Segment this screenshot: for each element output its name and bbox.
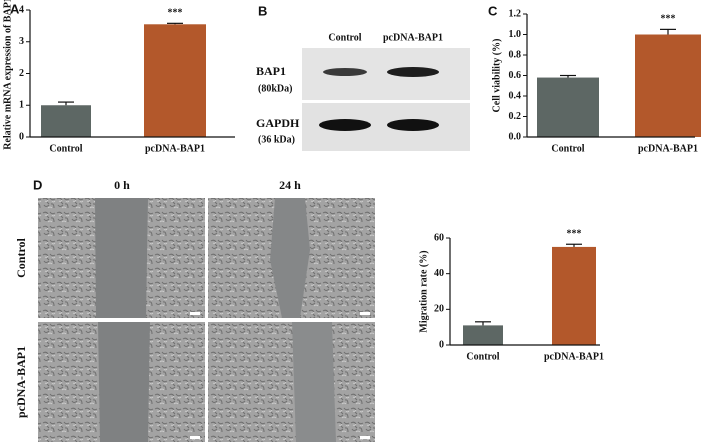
annotation: *** [661,14,676,25]
blot-band [323,68,367,76]
scale-bar [190,436,200,439]
blot-column: Control [328,32,361,43]
blot-row: GAPDH [256,116,300,130]
bar [144,24,206,138]
blot-row: BAP1 [256,64,286,78]
panel-label: D [33,177,42,192]
y-axis-label: Cell viability (%) [491,39,502,113]
x-tick-label: pcDNA-BAP1 [638,143,698,154]
y-tick-label: 60 [434,232,444,243]
scale-bar [360,312,370,315]
wound-row: pcDNA-BAP1 [14,346,28,418]
y-tick-label: 1 [19,100,24,111]
wound-gap [270,198,310,318]
y-tick-label: 0.6 [509,70,522,81]
wound-panel: 0 h 24 h Control pcDNA-BAP1 [14,178,375,442]
x-tick-label: Control [551,143,584,154]
y-axis-label: Relative mRNA expression of BAP1 [2,0,13,150]
scale-bar [190,312,200,315]
y-tick-label: 0.0 [509,131,522,142]
x-tick-label: Control [49,143,82,154]
y-tick-label: 3 [19,36,24,47]
y-tick-label: 40 [434,268,444,279]
wound-column: 24 h [279,178,301,192]
x-tick-label: pcDNA-BAP1 [544,351,604,362]
x-tick-label: Control [466,351,499,362]
blot-size: (36 kDa) [258,134,295,145]
blot-size: (80kDa) [258,83,292,94]
bar [537,77,599,137]
x-tick-label: pcDNA-BAP1 [145,143,205,154]
y-tick-label: 0 [439,339,444,350]
blot-band [387,119,439,131]
wound-gap [95,198,148,318]
bar [552,246,596,345]
bar [635,34,701,137]
wound-gap [292,322,336,442]
wound-row: Control [14,237,28,277]
y-tick-label: 0.2 [509,111,522,122]
wound-column: 0 h [114,178,130,192]
y-tick-label: 1.0 [509,29,522,40]
wound-image [208,322,375,442]
annotation: *** [567,229,582,240]
panel-label: B [258,3,267,18]
panel-label: A [10,1,20,16]
y-tick-label: 4 [19,4,24,15]
y-tick-label: 0.4 [509,90,522,101]
bar [41,105,91,137]
blot-column: pcDNA-BAP1 [383,32,443,43]
annotation: *** [168,8,183,19]
panel-label: C [488,3,498,18]
y-tick-label: 2 [19,68,24,79]
scale-bar [360,436,370,439]
y-tick-label: 1.2 [509,8,522,19]
wound-gap [98,322,150,442]
y-tick-label: 0.8 [509,49,522,60]
y-tick-label: 20 [434,304,444,315]
blot-band [319,119,371,131]
bar [463,325,503,345]
y-tick-label: 0 [19,131,24,142]
y-axis-label: Migration rate (%) [418,250,429,332]
blot-panel: B Control pcDNA-BAP1 BAP1 (80kDa) GAPDH … [256,3,470,151]
blot-band [387,67,439,77]
